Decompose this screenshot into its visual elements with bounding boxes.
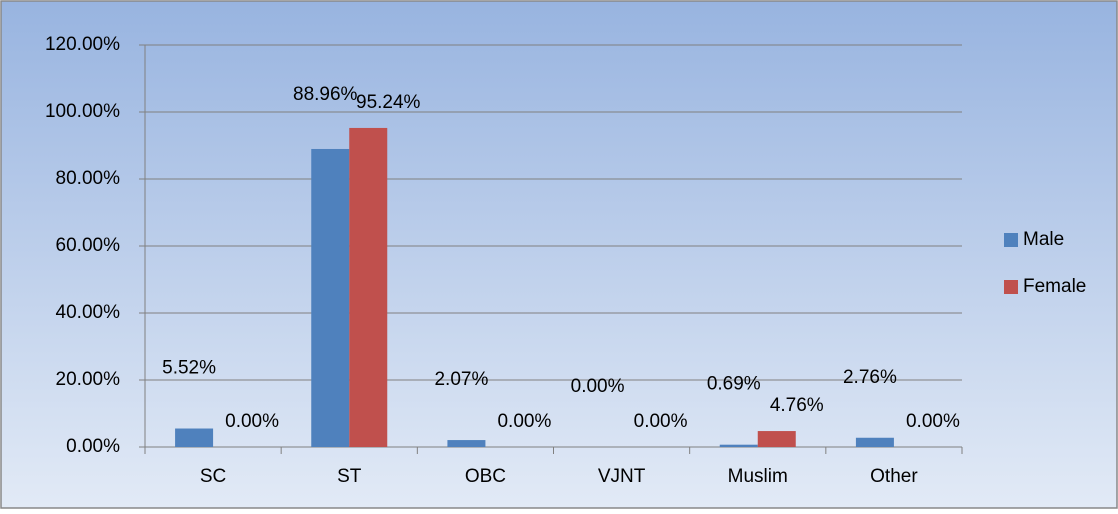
bar (349, 127, 388, 448)
data-label: 0.00% (225, 411, 279, 432)
x-tick-label: Other (870, 466, 918, 487)
y-tick-label: 120.00% (45, 34, 120, 55)
data-label: 0.00% (634, 411, 688, 432)
data-label: 0.00% (571, 376, 625, 397)
data-label: 95.24% (356, 92, 421, 113)
y-tick-label: 80.00% (56, 168, 121, 189)
x-tick-label: Muslim (728, 466, 788, 487)
x-tick-label: SC (200, 466, 226, 487)
x-tick-label: VJNT (598, 466, 646, 487)
legend-label: Female (1023, 276, 1086, 297)
data-label: 2.76% (843, 367, 897, 388)
y-tick-label: 100.00% (45, 101, 120, 122)
data-label: 0.00% (906, 411, 960, 432)
data-label: 4.76% (770, 395, 824, 416)
data-label: 0.00% (497, 411, 551, 432)
legend-swatch (1004, 233, 1018, 247)
x-tick-label: OBC (465, 466, 506, 487)
bar (757, 431, 796, 447)
y-tick-label: 60.00% (56, 235, 121, 256)
data-label: 2.07% (434, 369, 488, 390)
legend-label: Male (1023, 229, 1064, 250)
legend-swatch (1004, 280, 1018, 294)
y-tick-label: 20.00% (56, 369, 121, 390)
y-tick-label: 0.00% (66, 436, 120, 457)
bar (719, 444, 758, 447)
bar (311, 148, 350, 447)
bar (175, 428, 214, 447)
x-tick-label: ST (337, 466, 362, 487)
data-label: 5.52% (162, 358, 216, 379)
bar (447, 440, 486, 447)
bar (855, 437, 894, 447)
data-label: 0.69% (707, 374, 761, 395)
data-label: 88.96% (293, 84, 358, 105)
y-tick-label: 40.00% (56, 302, 121, 323)
